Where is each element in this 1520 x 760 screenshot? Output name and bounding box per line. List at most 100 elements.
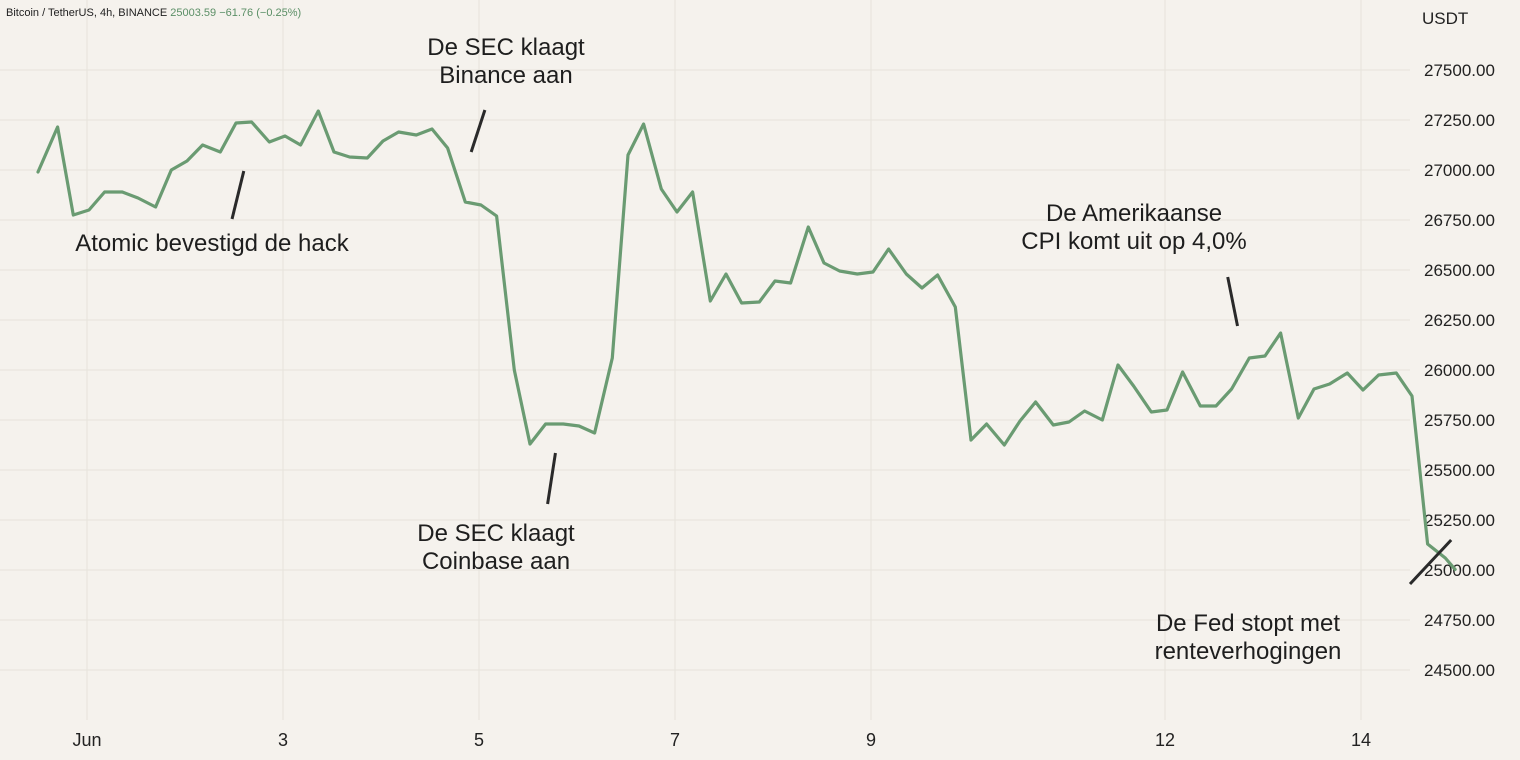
price-series-line[interactable]: [36, 109, 1457, 571]
price-point: [56, 125, 60, 129]
price-point: [154, 205, 158, 209]
price-point: [479, 203, 483, 207]
price-point: [1345, 371, 1349, 375]
price-point: [593, 431, 597, 435]
price-point: [103, 190, 107, 194]
y-tick-label: 25750.00: [1424, 411, 1495, 430]
price-point: [1132, 384, 1136, 388]
price-point: [414, 133, 418, 137]
price-point: [120, 190, 124, 194]
price-point: [495, 214, 499, 218]
price-point: [936, 273, 940, 277]
price-point: [757, 300, 761, 304]
y-tick-label: 27000.00: [1424, 161, 1495, 180]
annotation-line: Atomic bevestigd de hack: [75, 230, 349, 257]
price-point: [577, 424, 581, 428]
price-point: [1453, 567, 1457, 571]
annotation-line: De SEC klaagt: [417, 520, 575, 547]
price-point: [87, 208, 91, 212]
x-tick-label: Jun: [72, 730, 101, 750]
price-point: [1067, 420, 1071, 424]
price-point: [855, 272, 859, 276]
price-point: [838, 269, 842, 273]
price-point: [365, 156, 369, 160]
price-point: [201, 143, 205, 147]
price-point: [1083, 409, 1087, 413]
price-point: [1247, 356, 1251, 360]
price-point: [806, 225, 810, 229]
price-point: [969, 438, 973, 442]
annotation-text: Atomic bevestigd de hack: [75, 230, 348, 258]
y-tick-label: 26500.00: [1424, 261, 1495, 280]
price-point: [185, 159, 189, 163]
chart-header: Bitcoin / TetherUS, 4h, BINANCE 25003.59…: [6, 7, 301, 19]
price-point: [1149, 410, 1153, 414]
price-point: [71, 213, 75, 217]
price-point: [904, 272, 908, 276]
price-point: [1100, 418, 1104, 422]
price-point: [446, 146, 450, 150]
price-point: [1296, 416, 1300, 420]
price-point: [887, 247, 891, 251]
price-point: [136, 196, 140, 200]
annotation-line: De Amerikaanse: [1045, 200, 1223, 227]
price-point: [642, 122, 646, 126]
y-tick-label: 26250.00: [1424, 311, 1495, 330]
price-point: [675, 210, 679, 214]
price-change: −61.76 (−0.25%): [219, 7, 302, 19]
y-tick-label: 26750.00: [1424, 211, 1495, 230]
x-tick-label: 14: [1351, 730, 1371, 750]
price-point: [36, 170, 40, 174]
price-point: [250, 120, 254, 124]
annotation-line: De SEC klaagt: [427, 34, 585, 61]
price-point: [659, 187, 663, 191]
price-point: [397, 130, 401, 134]
price-point: [691, 190, 695, 194]
price-point: [1263, 354, 1267, 358]
price-point: [789, 281, 793, 285]
price-point: [1198, 404, 1202, 408]
price-point: [822, 261, 826, 265]
price-point: [1279, 331, 1283, 335]
price-point: [316, 109, 320, 113]
y-tick-label: 25500.00: [1424, 461, 1495, 480]
price-point: [1410, 394, 1414, 398]
annotation-line: De Fed stopt met: [1155, 610, 1341, 637]
annotation-text: De Fed stopt met renteverhogingen: [1155, 610, 1342, 666]
price-point: [1034, 400, 1038, 404]
annotation-text: De SEC klaagt Coinbase aan: [417, 520, 574, 576]
x-tick-label: 12: [1155, 730, 1175, 750]
price-point: [1051, 423, 1055, 427]
annotation-line: CPI komt uit op 4,0%: [1021, 228, 1247, 255]
y-tick-label: 24750.00: [1424, 611, 1495, 630]
price-point: [1018, 419, 1022, 423]
x-tick-label: 9: [866, 730, 876, 750]
annotation-text: De Amerikaanse CPI komt uit op 4,0%: [1021, 200, 1246, 256]
price-point: [1165, 408, 1169, 412]
price-point: [430, 127, 434, 131]
price-point: [332, 150, 336, 154]
price-point: [234, 121, 238, 125]
y-tick-label: 24500.00: [1424, 661, 1495, 680]
price-point: [1426, 542, 1430, 546]
y-tick-label: 27500.00: [1424, 61, 1495, 80]
x-tick-label: 3: [278, 730, 288, 750]
annotation-pointer: [546, 452, 557, 505]
price-point: [463, 200, 467, 204]
symbol-label: Bitcoin / TetherUS, 4h, BINANCE: [6, 7, 168, 19]
annotation-line: Coinbase aan: [421, 548, 571, 575]
price-point: [724, 272, 728, 276]
price-point: [740, 301, 744, 305]
price-point: [348, 155, 352, 159]
annotation-pointer: [1408, 538, 1453, 586]
price-point: [381, 139, 385, 143]
price-point: [561, 422, 565, 426]
annotation-pointer: [230, 170, 246, 220]
price-point: [985, 422, 989, 426]
price-point: [708, 299, 712, 303]
price-point: [1002, 443, 1006, 447]
price-point: [1181, 370, 1185, 374]
price-point: [610, 356, 614, 360]
